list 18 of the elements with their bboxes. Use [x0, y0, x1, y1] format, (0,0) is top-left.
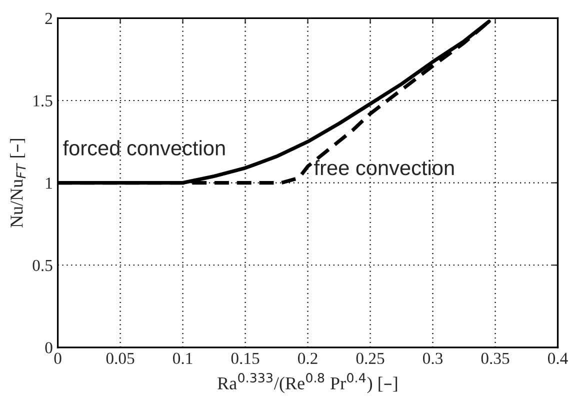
x-axis-title: Ra$^{0.333}$/(Re$^{0.8}$ Pr$^{0.4}$) [–]: [218, 372, 398, 394]
y-tick-label: 0.5: [32, 260, 52, 272]
x-tick-label: 0.25: [356, 352, 384, 364]
x-tick-label: 0.05: [106, 352, 134, 364]
x-tick-label: 0: [54, 352, 62, 364]
y-tick-label: 2: [45, 12, 52, 24]
x-tick-label: 0.3: [422, 352, 443, 364]
x-tick-label: 0.35: [481, 352, 510, 364]
x-tick-label: 0.15: [231, 352, 260, 364]
y-axis-title: Nu/Nu$_{FT}$ [–]: [10, 139, 26, 228]
x-tick-label: 0.1: [173, 352, 192, 364]
x-tick-label: 0.4: [548, 352, 568, 364]
y-tick-label: 1: [46, 178, 52, 189]
y-tick-label: 0: [45, 342, 52, 354]
x-tick-label: 0.2: [298, 352, 318, 364]
annotation: free convection: [314, 160, 454, 176]
annotation: forced convection: [63, 140, 225, 156]
y-tick-label: 1.5: [34, 95, 52, 107]
